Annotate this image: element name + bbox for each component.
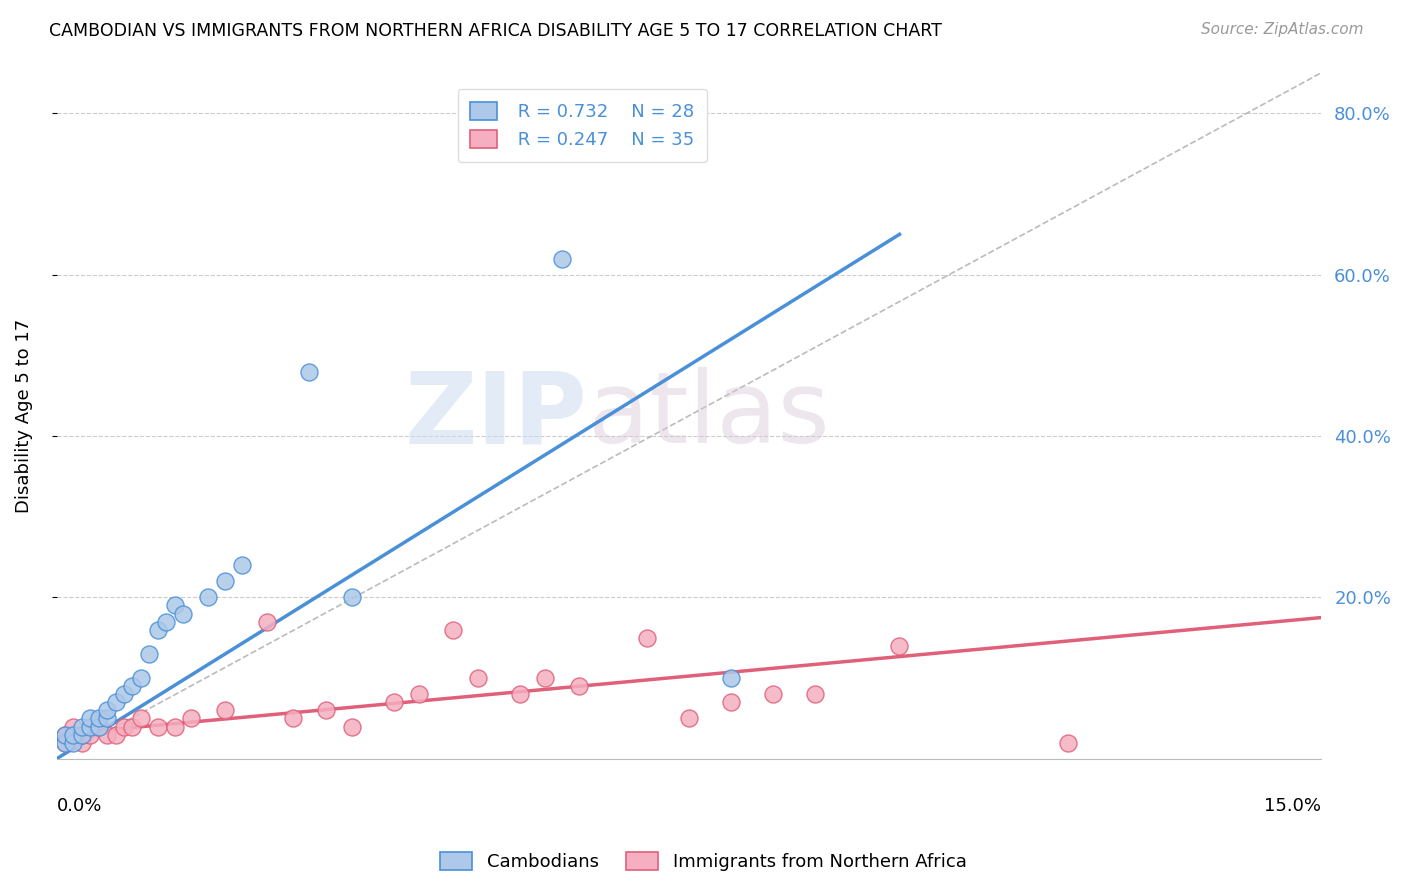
Point: [62, 736, 84, 750]
Text: atlas: atlas: [588, 368, 830, 465]
Point: [408, 687, 430, 701]
Point: [197, 591, 219, 605]
Point: [509, 687, 531, 701]
Point: [79, 711, 101, 725]
Point: [129, 671, 152, 685]
Point: [70, 719, 93, 733]
Point: [53, 736, 76, 750]
Point: [231, 558, 253, 573]
Point: [121, 679, 143, 693]
Point: [79, 719, 101, 733]
Point: [62, 719, 84, 733]
Point: [96, 728, 118, 742]
Point: [70, 736, 93, 750]
Point: [104, 728, 127, 742]
Point: [315, 703, 337, 717]
Point: [534, 671, 557, 685]
Point: [104, 695, 127, 709]
Point: [180, 711, 202, 725]
Point: [804, 687, 827, 701]
Point: [214, 574, 236, 589]
Legend:  R = 0.732    N = 28,  R = 0.247    N = 35: R = 0.732 N = 28, R = 0.247 N = 35: [457, 89, 707, 161]
Point: [340, 719, 363, 733]
Point: [441, 623, 464, 637]
Point: [163, 719, 186, 733]
Point: [70, 728, 93, 742]
Point: [382, 695, 405, 709]
Point: [138, 647, 160, 661]
Point: [146, 623, 169, 637]
Point: [87, 711, 110, 725]
Text: Source: ZipAtlas.com: Source: ZipAtlas.com: [1201, 22, 1364, 37]
Point: [53, 728, 76, 742]
Point: [678, 711, 700, 725]
Point: [1057, 736, 1080, 750]
Point: [53, 728, 76, 742]
Point: [256, 615, 278, 629]
Point: [129, 711, 152, 725]
Point: [636, 631, 658, 645]
Y-axis label: Disability Age 5 to 17: Disability Age 5 to 17: [15, 318, 32, 513]
Point: [281, 711, 304, 725]
Point: [214, 703, 236, 717]
Point: [112, 687, 135, 701]
Text: CAMBODIAN VS IMMIGRANTS FROM NORTHERN AFRICA DISABILITY AGE 5 TO 17 CORRELATION : CAMBODIAN VS IMMIGRANTS FROM NORTHERN AF…: [49, 22, 942, 40]
Point: [467, 671, 489, 685]
Point: [96, 703, 118, 717]
Text: ZIP: ZIP: [405, 368, 588, 465]
Point: [112, 719, 135, 733]
Point: [121, 719, 143, 733]
Point: [87, 719, 110, 733]
Point: [146, 719, 169, 733]
Point: [172, 607, 194, 621]
Point: [889, 639, 911, 653]
Point: [53, 736, 76, 750]
Point: [62, 728, 84, 742]
Point: [79, 728, 101, 742]
Legend: Cambodians, Immigrants from Northern Africa: Cambodians, Immigrants from Northern Afr…: [433, 845, 973, 879]
Text: 15.0%: 15.0%: [1264, 797, 1320, 814]
Point: [762, 687, 785, 701]
Point: [155, 615, 177, 629]
Point: [163, 599, 186, 613]
Point: [87, 719, 110, 733]
Point: [720, 695, 742, 709]
Point: [62, 728, 84, 742]
Point: [340, 591, 363, 605]
Point: [568, 679, 591, 693]
Point: [298, 364, 321, 378]
Point: [720, 671, 742, 685]
Point: [96, 711, 118, 725]
Point: [551, 252, 574, 266]
Text: 0.0%: 0.0%: [56, 797, 103, 814]
Point: [70, 728, 93, 742]
